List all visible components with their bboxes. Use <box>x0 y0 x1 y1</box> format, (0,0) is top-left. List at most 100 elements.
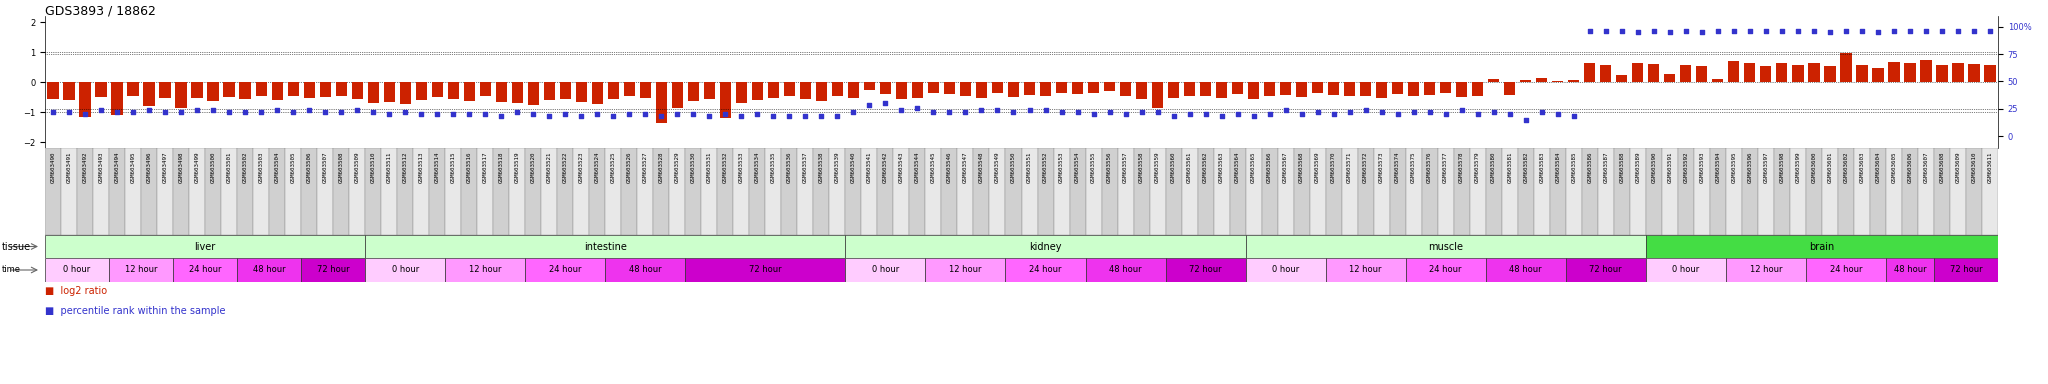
Bar <box>174 258 238 282</box>
Bar <box>477 148 494 235</box>
Text: GSM603578: GSM603578 <box>1460 151 1464 183</box>
Text: 48 hour: 48 hour <box>1110 265 1143 275</box>
Point <box>997 109 1030 115</box>
Bar <box>1520 79 1532 82</box>
Text: GSM603548: GSM603548 <box>979 151 983 183</box>
Bar <box>1823 148 1837 235</box>
Text: GSM603538: GSM603538 <box>819 151 823 183</box>
Bar <box>1165 148 1182 235</box>
Text: GSM603494: GSM603494 <box>115 151 119 183</box>
Text: 48 hour: 48 hour <box>252 265 285 275</box>
Point <box>244 109 276 115</box>
Bar <box>784 82 795 96</box>
Text: GSM603592: GSM603592 <box>1683 151 1688 183</box>
Bar <box>205 148 221 235</box>
Text: GSM603516: GSM603516 <box>467 151 471 183</box>
Point <box>1589 28 1622 34</box>
Text: 12 hour: 12 hour <box>125 265 158 275</box>
Text: 0 hour: 0 hour <box>872 265 899 275</box>
Text: 72 hour: 72 hour <box>317 265 350 275</box>
Bar <box>973 148 989 235</box>
Point <box>1718 28 1751 34</box>
Text: GSM603563: GSM603563 <box>1219 151 1225 183</box>
Bar <box>1534 148 1550 235</box>
Bar <box>1935 65 1948 82</box>
Text: GSM603598: GSM603598 <box>1780 151 1784 183</box>
Bar <box>1151 82 1163 108</box>
Bar <box>801 82 811 99</box>
Point <box>133 107 166 113</box>
Point <box>84 107 117 113</box>
Bar <box>1040 82 1051 96</box>
Point <box>868 100 901 106</box>
Bar <box>287 82 299 96</box>
Bar <box>430 148 444 235</box>
Point <box>1430 111 1462 117</box>
Text: GSM603545: GSM603545 <box>932 151 936 183</box>
Bar <box>1325 258 1405 282</box>
Point <box>596 113 629 119</box>
Text: GSM603520: GSM603520 <box>530 151 537 183</box>
Text: 12 hour: 12 hour <box>469 265 502 275</box>
Bar <box>1409 82 1419 96</box>
Text: GSM603583: GSM603583 <box>1540 151 1544 183</box>
Bar <box>1456 82 1466 97</box>
Bar <box>1485 148 1501 235</box>
Text: GSM603524: GSM603524 <box>594 151 600 183</box>
Point <box>453 111 485 117</box>
Text: GSM603607: GSM603607 <box>1923 151 1929 183</box>
Bar <box>109 258 174 282</box>
Bar <box>1405 258 1485 282</box>
Bar <box>1309 148 1325 235</box>
Text: tissue: tissue <box>2 242 31 252</box>
Point <box>854 103 887 109</box>
Text: GSM603603: GSM603603 <box>1860 151 1864 183</box>
Bar <box>782 148 797 235</box>
Text: GSM603511: GSM603511 <box>387 151 391 183</box>
Point <box>1958 28 1991 34</box>
Bar <box>686 148 700 235</box>
Bar <box>1665 74 1675 82</box>
Text: GSM603515: GSM603515 <box>451 151 457 183</box>
Bar <box>256 82 266 96</box>
Point <box>1829 28 1862 34</box>
Point <box>1686 29 1718 35</box>
Text: 0 hour: 0 hour <box>63 265 90 275</box>
Bar <box>1712 79 1724 82</box>
Text: GSM603610: GSM603610 <box>1972 151 1976 183</box>
Bar <box>238 258 301 282</box>
Text: GSM603553: GSM603553 <box>1059 151 1065 183</box>
Text: GSM603531: GSM603531 <box>707 151 713 183</box>
Text: GSM603508: GSM603508 <box>338 151 344 183</box>
Bar <box>541 148 557 235</box>
Text: GSM603604: GSM603604 <box>1876 151 1880 183</box>
Bar <box>45 148 61 235</box>
Bar <box>1982 148 1999 235</box>
Bar <box>303 82 315 98</box>
Text: GSM603580: GSM603580 <box>1491 151 1497 183</box>
Bar <box>317 148 334 235</box>
Text: 12 hour: 12 hour <box>1749 265 1782 275</box>
Text: GSM603501: GSM603501 <box>227 151 231 183</box>
Bar <box>463 82 475 101</box>
Bar <box>1102 148 1118 235</box>
Bar <box>1085 148 1102 235</box>
Bar <box>944 82 954 94</box>
Text: GDS3893 / 18862: GDS3893 / 18862 <box>45 4 156 17</box>
Bar <box>1485 258 1567 282</box>
Bar <box>1118 148 1133 235</box>
Bar <box>45 235 365 258</box>
Text: GSM603506: GSM603506 <box>307 151 311 183</box>
Bar <box>1567 258 1647 282</box>
Text: GSM603552: GSM603552 <box>1042 151 1049 183</box>
Bar <box>45 258 109 282</box>
Text: GSM603534: GSM603534 <box>756 151 760 183</box>
Point <box>838 109 870 115</box>
Bar <box>1245 235 1647 258</box>
Bar <box>1120 82 1130 96</box>
Point <box>469 111 502 117</box>
Point <box>100 109 133 115</box>
Bar <box>1264 82 1276 96</box>
Bar <box>1503 82 1516 94</box>
Text: GSM603584: GSM603584 <box>1554 151 1561 183</box>
